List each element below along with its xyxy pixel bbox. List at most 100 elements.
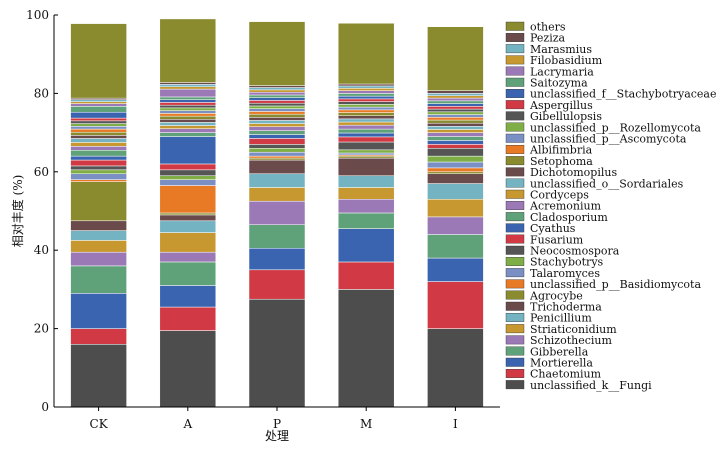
- bar-segment-i-22: [427, 114, 484, 118]
- bar-segment-p-13: [248, 138, 306, 145]
- legend-label: Filobasidium: [530, 54, 603, 67]
- legend-swatch: [505, 88, 525, 98]
- bar-segment-m-23: [337, 104, 395, 108]
- bar-segment-m-18: [337, 118, 395, 123]
- bar-segment-i-28: [427, 97, 484, 102]
- legend-label: Gibellulopsis: [530, 110, 602, 123]
- bar-segment-m-16: [337, 124, 395, 130]
- bar-segment-i-26: [427, 103, 484, 107]
- bar-segment-p-18: [248, 120, 306, 124]
- legend: othersPezizaMarasmiusFilobasidiumLacryma…: [505, 21, 717, 392]
- legend-label: Peziza: [530, 32, 566, 45]
- bar-segment-ck-1: [70, 328, 127, 345]
- legend-swatch: [505, 189, 525, 199]
- bar-segment-ck-29: [70, 101, 127, 104]
- bar-segment-a-23: [159, 107, 217, 111]
- bar-segment-m-8: [337, 155, 395, 159]
- bar-segment-ck-30: [70, 99, 127, 102]
- bar-segment-p-12: [248, 144, 306, 149]
- bar-segment-p-24: [248, 102, 306, 107]
- legend-label: Schizothecium: [530, 334, 612, 347]
- bar-segment-p-14: [248, 134, 306, 139]
- bar-segment-m-6: [337, 175, 395, 188]
- bar-segment-m-11: [337, 149, 395, 154]
- bar-segment-p-11: [248, 148, 306, 153]
- bar-segment-m-0: [337, 289, 395, 408]
- legend-swatch: [505, 290, 525, 300]
- bar-segment-i-25: [427, 106, 484, 110]
- bar-segment-a-24: [159, 104, 217, 109]
- legend-label: Trichoderma: [530, 301, 602, 314]
- legend-swatch: [505, 77, 525, 87]
- legend-label: Mortierella: [530, 357, 593, 370]
- legend-label: Stachybotrys: [530, 256, 604, 269]
- legend-label: Acremonium: [529, 200, 602, 213]
- bar-segment-ck-13: [70, 159, 127, 167]
- legend-label: unclassified_k__Fungi: [530, 379, 652, 392]
- legend-swatch: [505, 223, 525, 233]
- legend-swatch: [505, 200, 525, 210]
- bar-segment-a-10: [159, 179, 217, 186]
- bar-segment-ck-21: [70, 128, 127, 133]
- legend-swatch: [505, 380, 525, 390]
- bar-segment-p-23: [248, 105, 306, 109]
- legend-swatch: [505, 66, 525, 76]
- bar-segment-a-26: [159, 99, 217, 103]
- bar-segment-i-9: [427, 167, 484, 173]
- bar-segment-i-14: [427, 140, 484, 145]
- bar-segment-a-8: [159, 212, 217, 216]
- legend-label: unclassified_p__Ascomycota: [530, 133, 687, 146]
- x-tick-label: CK: [90, 417, 109, 431]
- bar-segment-ck-9: [70, 179, 127, 182]
- legend-swatch: [505, 313, 525, 322]
- legend-swatch: [505, 301, 525, 311]
- bar-segment-ck-15: [70, 149, 127, 157]
- bar-segment-p-21: [248, 111, 306, 115]
- bar-segment-ck-2: [70, 293, 127, 329]
- bar-segment-i-23: [427, 111, 484, 115]
- legend-swatch: [505, 111, 525, 121]
- bar-segment-a-30: [159, 84, 217, 87]
- bar-segment-i-15: [427, 136, 484, 141]
- legend-swatch: [505, 268, 525, 278]
- bar-segment-ck-27: [70, 106, 127, 113]
- bar-segment-m-22: [337, 106, 395, 111]
- bar-segment-ck-19: [70, 135, 127, 139]
- bar-segment-ck-14: [70, 155, 127, 161]
- bar-segment-i-11: [427, 155, 484, 163]
- legend-swatch: [505, 144, 525, 154]
- bar-segment-p-31: [248, 85, 306, 88]
- bar-segment-a-6: [159, 220, 217, 233]
- bar-segment-i-21: [427, 117, 484, 121]
- bar-segment-p-0: [248, 298, 306, 408]
- legend-label: Aspergillus: [529, 99, 593, 112]
- legend-swatch: [505, 245, 525, 255]
- legend-label: others: [530, 21, 566, 34]
- bar-segment-m-19: [337, 115, 395, 120]
- bar-segment-ck-6: [70, 230, 127, 241]
- bar-segment-ck-26: [70, 111, 127, 119]
- legend-swatch: [505, 234, 525, 244]
- legend-label: Cordyceps: [530, 189, 589, 202]
- y-tick-label: 100: [26, 8, 49, 22]
- x-tick-label: I: [453, 417, 458, 431]
- bar-segment-ck-12: [70, 165, 127, 171]
- bar-segment-p-22: [248, 108, 306, 112]
- bar-segment-i-27: [427, 100, 484, 104]
- legend-swatch: [505, 167, 525, 177]
- bar-segment-m-5: [337, 187, 395, 200]
- y-tick-label: 80: [34, 86, 49, 100]
- bar-segment-p-6: [248, 173, 306, 188]
- bar-segment-ck-10: [70, 173, 127, 180]
- bar-segment-a-14: [159, 136, 217, 165]
- bar-segment-a-2: [159, 285, 217, 308]
- legend-swatch: [505, 133, 525, 143]
- bar-segment-m-24: [337, 101, 395, 105]
- legend-swatch: [505, 257, 525, 266]
- bar-segment-i-17: [427, 129, 484, 133]
- legend-label: Cyathus: [530, 222, 576, 235]
- bar-segment-p-15: [248, 130, 306, 135]
- bar-segment-ck-20: [70, 131, 127, 136]
- bar-segment-m-30: [337, 85, 395, 89]
